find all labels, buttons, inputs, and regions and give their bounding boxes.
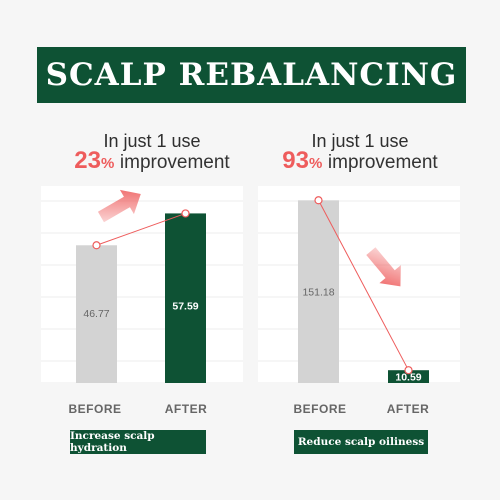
left-before-label: BEFORE — [68, 402, 122, 416]
trend-point — [314, 196, 323, 205]
page-title: SCALP REBALANCING — [45, 57, 458, 93]
left-headline: 23% improvement — [32, 147, 272, 175]
before-bar — [298, 200, 339, 383]
right-percent-sign: % — [308, 155, 323, 172]
title-banner: SCALP REBALANCING — [37, 47, 466, 103]
trend-point — [92, 241, 101, 250]
before-value-label: 46.77 — [83, 308, 109, 320]
right-caption-tag: Reduce scalp oiliness — [294, 430, 428, 454]
after-bar — [165, 213, 206, 383]
trend-point — [404, 366, 413, 375]
right-headline: 93% improvement — [240, 147, 480, 175]
right-after-label: AFTER — [386, 402, 430, 416]
after-value-label: 57.59 — [172, 300, 198, 312]
right-chart-area — [258, 186, 460, 382]
left-chart-area — [41, 186, 243, 382]
arrow-down-icon — [366, 247, 401, 287]
left-after-label: AFTER — [164, 402, 208, 416]
left-caption-tag: Increase scalp hydration — [70, 430, 206, 454]
right-subtitle: In just 1 use — [311, 131, 409, 151]
left-percent-sign: % — [100, 155, 115, 172]
left-subtitle: In just 1 use — [103, 131, 201, 151]
right-percent: 93 — [282, 147, 309, 174]
trend-line — [96, 212, 186, 246]
right-improvement-text: improvement — [327, 152, 438, 173]
left-percent: 23 — [74, 147, 101, 174]
before-value-label: 151.18 — [302, 286, 334, 298]
trend-line — [318, 200, 409, 371]
before-bar — [76, 245, 117, 383]
trend-point — [181, 209, 190, 218]
after-value-label: 10.59 — [395, 372, 421, 384]
right-before-label: BEFORE — [293, 402, 347, 416]
after-bar — [388, 370, 429, 383]
left-improvement-text: improvement — [119, 152, 230, 173]
arrow-up-icon — [97, 189, 141, 223]
